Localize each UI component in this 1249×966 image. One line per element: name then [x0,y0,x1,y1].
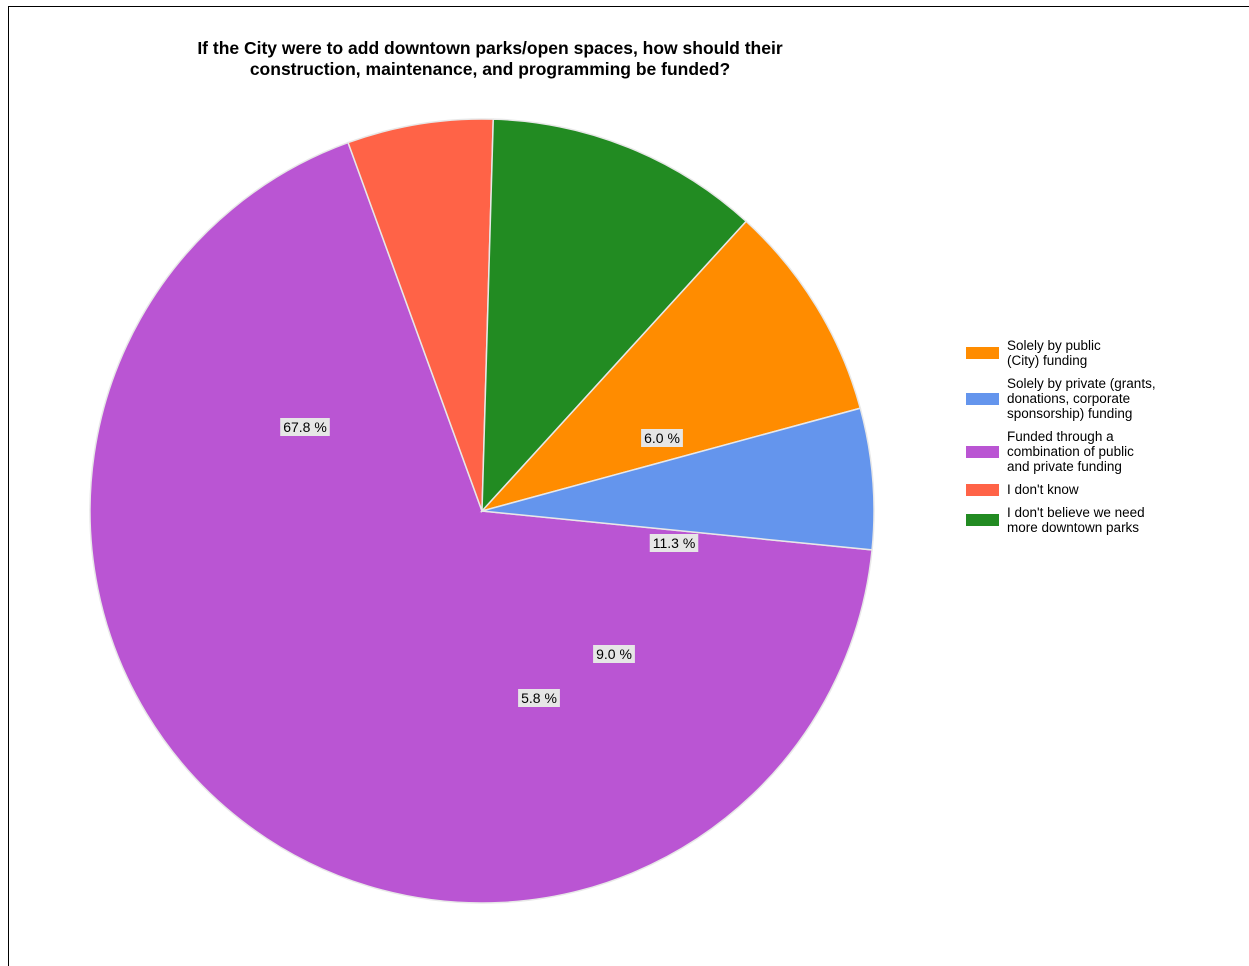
data-label-text: 11.3 % [653,535,696,551]
legend-label: Funded through a [1007,429,1114,444]
pie-slice [89,141,873,904]
data-label: 9.0 % [593,645,635,663]
chart-frame [8,6,1249,966]
data-label-background [518,689,560,707]
data-label-text: 6.0 % [644,430,680,446]
data-label-background [649,534,699,552]
legend-item: I don't know [966,482,1236,497]
legend-swatch [966,347,999,359]
legend-label: more downtown parks [1007,520,1140,535]
legend-item: Funded through a combination of public and… [966,429,1236,474]
chart-title-line-2: construction, maintenance, and programmi… [249,59,731,79]
pie-slice [347,118,495,512]
legend-label: I don't believe we need [1007,505,1145,520]
chart-title-line-1: If the City were to add downtown parks/o… [197,38,783,58]
pie-slice [479,220,862,513]
pie-slice [481,407,875,551]
legend-label: and private funding [1007,459,1122,474]
data-label: 11.3 % [649,534,699,552]
legend-swatch [966,483,999,496]
legend: Solely by public (City) funding Solely by … [966,338,1236,543]
data-label-background [280,418,330,436]
legend-swatch [966,392,999,405]
data-label-text: 67.8 % [283,419,327,435]
data-label-text: 5.8 % [521,690,557,706]
legend-item: Solely by private (grants, donations, cor… [966,376,1236,421]
legend-swatch [966,514,999,526]
legend-label: Solely by public [1007,338,1101,353]
data-label: 6.0 % [641,429,683,447]
data-label-background [593,645,635,663]
legend-label: I don't know [1007,482,1079,497]
legend-label: donations, corporate [1007,391,1131,406]
chart-title: If the City were to add downtown parks/o… [60,38,920,80]
pie-slice [481,118,748,513]
legend-item: I don't believe we need more downtown par… [966,505,1236,535]
legend-label: sponsorship) funding [1007,406,1133,421]
legend-swatch [966,445,999,458]
data-label: 67.8 % [280,418,330,436]
legend-label: combination of public [1007,444,1134,459]
pie-chart: 67.8 % 6.0 % 11.3 % 9.0 % 5.8 % [89,118,875,904]
data-label-background [641,429,683,447]
legend-label: Solely by private (grants, [1007,376,1156,391]
legend-label: (City) funding [1007,353,1088,368]
data-label-text: 9.0 % [596,646,632,662]
legend-item: Solely by public (City) funding [966,338,1236,368]
data-label: 5.8 % [518,689,560,707]
